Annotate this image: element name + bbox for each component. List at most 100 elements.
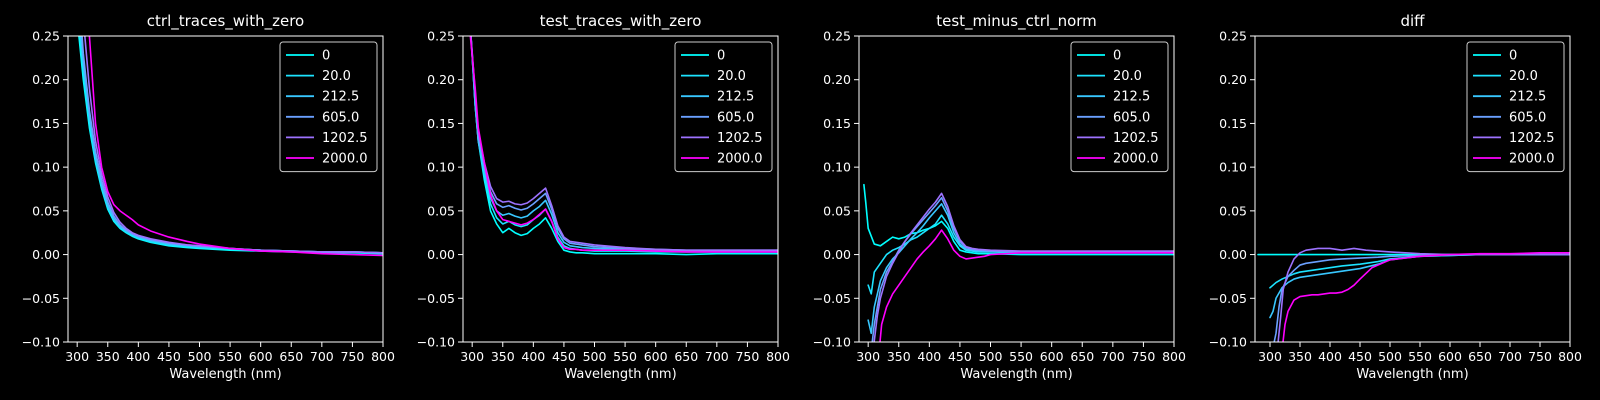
x-tick-label: 550 (1408, 349, 1432, 364)
legend-label: 0 (717, 49, 725, 64)
x-tick-label: 800 (1558, 349, 1582, 364)
legend-label: 212.5 (717, 90, 754, 105)
legend-label: 1202.5 (1509, 131, 1555, 146)
series-group (1257, 247, 1570, 342)
legend-label: 212.5 (1113, 90, 1150, 105)
x-tick-label: 700 (1101, 349, 1125, 364)
x-tick-label: 600 (249, 349, 273, 364)
x-tick-label: 400 (521, 349, 545, 364)
x-tick-label: 400 (126, 349, 150, 364)
series-line-5 (469, 36, 778, 253)
series-group (469, 36, 778, 256)
legend-label: 605.0 (322, 110, 359, 125)
x-tick-label: 300 (65, 349, 89, 364)
x-tick-label: 500 (1378, 349, 1402, 364)
legend-label: 0 (322, 49, 330, 64)
legend: 0 20.0 212.5 605.0 1202.5 2000.0 (1466, 41, 1565, 173)
y-tick-label: −0.05 (22, 291, 60, 306)
legend-label: 20.0 (322, 69, 351, 84)
series-group (78, 36, 383, 257)
chart-panel-2: test_minus_ctrl_norm −0.10 −0.05 0.00 0.05 0.… (813, 12, 1186, 382)
plot-frame (858, 35, 1175, 343)
y-tick-label: 0.10 (427, 160, 455, 175)
x-tick-label: 600 (1438, 349, 1462, 364)
legend-label: 212.5 (322, 90, 359, 105)
x-tick-label: 650 (1468, 349, 1492, 364)
x-tick-label: 300 (1258, 349, 1282, 364)
x-tick-label: 650 (674, 349, 698, 364)
x-tick-label: 750 (735, 349, 759, 364)
legend-label: 1202.5 (1113, 131, 1159, 146)
x-tick-label: 350 (96, 349, 120, 364)
y-tick-label: 0.10 (823, 160, 851, 175)
x-tick-label: 500 (979, 349, 1003, 364)
x-tick-label: 750 (1131, 349, 1155, 364)
series-line-4 (470, 36, 778, 251)
x-tick-label: 700 (1498, 349, 1522, 364)
x-tick-label: 650 (1070, 349, 1094, 364)
x-axis-label: Wavelength (nm) (169, 367, 281, 382)
y-tick-label: −0.05 (417, 291, 455, 306)
legend-box (674, 41, 773, 173)
chart-title: diff (1400, 12, 1425, 30)
legend-label: 212.5 (1509, 90, 1546, 105)
legend-label: 2000.0 (717, 152, 763, 167)
y-tick-label: −0.10 (813, 335, 851, 350)
x-axis-label: Wavelength (nm) (564, 367, 676, 382)
chart-panel-1: test_traces_with_zero −0.10 −0.05 0.00 0.05 0… (417, 12, 790, 382)
y-tick-label: 0.25 (1219, 29, 1247, 44)
y-tick-label: 0.00 (427, 247, 455, 262)
legend-label: 1202.5 (322, 131, 368, 146)
y-tick-label: −0.10 (22, 335, 60, 350)
series-line-4 (84, 36, 383, 254)
x-axis-label: Wavelength (nm) (1356, 367, 1468, 382)
y-tick-label: 0.15 (1219, 116, 1247, 131)
y-tick-label: 0.10 (1219, 160, 1247, 175)
series-line-5 (1282, 252, 1570, 342)
x-axis-label: Wavelength (nm) (960, 367, 1072, 382)
series-line-0 (863, 183, 1174, 256)
series-line-4 (873, 192, 1174, 342)
x-tick-label: 400 (917, 349, 941, 364)
y-tick-label: 0.20 (32, 72, 60, 87)
x-tick-label: 600 (1040, 349, 1064, 364)
x-tick-label: 500 (583, 349, 607, 364)
y-tick-label: 0.10 (32, 160, 60, 175)
plot-frame (67, 35, 384, 343)
legend: 0 20.0 212.5 605.0 1202.5 2000.0 (279, 41, 378, 173)
y-tick-label: 0.15 (32, 116, 60, 131)
legend-box (279, 41, 378, 173)
chart-title: test_traces_with_zero (540, 12, 702, 31)
chart-panel-0: ctrl_traces_with_zero −0.10 −0.05 0.00 0.05 0… (22, 12, 395, 382)
series-line-2 (1269, 253, 1570, 319)
x-tick-label: 750 (1528, 349, 1552, 364)
chart-panel-3: diff −0.10 −0.05 0.00 0.05 0.10 0.15 0.20 0.25 30… (1209, 12, 1582, 382)
legend-label: 0 (1509, 49, 1517, 64)
chart-title: ctrl_traces_with_zero (147, 12, 304, 31)
series-line-3 (871, 196, 1174, 342)
y-tick-label: −0.10 (417, 335, 455, 350)
x-tick-label: 600 (644, 349, 668, 364)
y-tick-label: 0.20 (1219, 72, 1247, 87)
legend: 0 20.0 212.5 605.0 1202.5 2000.0 (1070, 41, 1169, 173)
legend-label: 2000.0 (1113, 152, 1159, 167)
x-tick-label: 800 (1162, 349, 1186, 364)
x-tick-label: 450 (948, 349, 972, 364)
x-tick-label: 350 (887, 349, 911, 364)
x-tick-label: 650 (279, 349, 303, 364)
legend-box (1466, 41, 1565, 173)
x-tick-label: 300 (856, 349, 880, 364)
y-tick-label: 0.25 (427, 29, 455, 44)
y-tick-label: −0.05 (813, 291, 851, 306)
x-tick-label: 550 (1009, 349, 1033, 364)
series-line-4 (1277, 247, 1570, 342)
y-tick-label: 0.00 (1219, 247, 1247, 262)
y-tick-label: 0.00 (823, 247, 851, 262)
series-group (863, 183, 1174, 342)
x-tick-label: 450 (552, 349, 576, 364)
legend-label: 20.0 (1113, 69, 1142, 84)
x-tick-label: 800 (371, 349, 395, 364)
y-tick-label: 0.00 (32, 247, 60, 262)
series-line-5 (879, 229, 1174, 342)
